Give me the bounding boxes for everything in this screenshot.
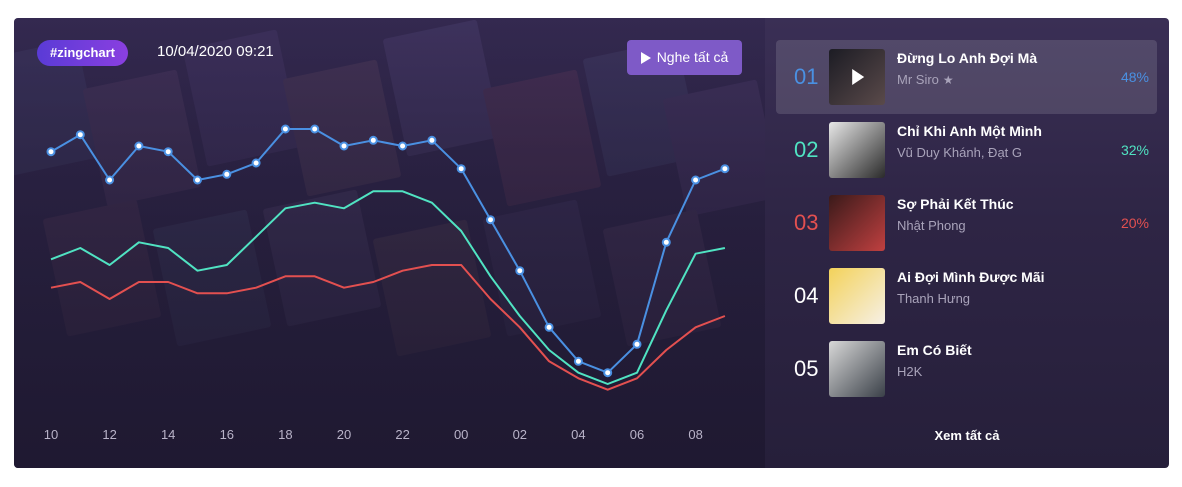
song-thumbnail[interactable]	[829, 122, 885, 178]
data-point[interactable]	[603, 368, 613, 378]
x-tick-label: 06	[630, 427, 644, 442]
song-row[interactable]: 03 Sợ Phải Kết Thúc Nhật Phong 20%	[776, 186, 1157, 260]
song-row[interactable]: 02 Chỉ Khi Anh Một Mình Vũ Duy Khánh, Đạt …	[776, 113, 1157, 187]
song-title[interactable]: Chỉ Khi Anh Một Mình	[897, 123, 1042, 139]
play-icon[interactable]	[852, 69, 865, 85]
chart-panel: #zingchart 10/04/2020 09:21 Nghe tất cả …	[14, 18, 765, 468]
data-point[interactable]	[368, 135, 378, 145]
chart-datetime: 10/04/2020 09:21	[157, 43, 274, 60]
artist-name[interactable]: H2K	[897, 364, 923, 379]
data-point[interactable]	[163, 147, 173, 157]
data-point[interactable]	[105, 175, 115, 185]
song-row[interactable]: 04 Ai Đợi Mình Được Mãi Thanh Hưng	[776, 259, 1157, 333]
song-row[interactable]: 05 Em Có Biết H2K	[776, 332, 1157, 406]
song-title[interactable]: Đừng Lo Anh Đợi Mà	[897, 50, 1038, 66]
x-tick-label: 22	[395, 427, 409, 442]
series-line-1	[50, 128, 726, 374]
song-thumbnail[interactable]	[829, 195, 885, 251]
data-point[interactable]	[427, 135, 437, 145]
song-row[interactable]: 01 Đừng Lo Anh Đợi Mà Mr Siro ★ 48%	[776, 40, 1157, 114]
song-thumbnail[interactable]	[829, 49, 885, 105]
x-tick-label: 08	[688, 427, 702, 442]
artist-name[interactable]: Mr Siro	[897, 72, 939, 87]
data-point[interactable]	[222, 169, 232, 179]
x-tick-label: 14	[161, 427, 175, 442]
song-thumbnail[interactable]	[829, 268, 885, 324]
series-line-3	[50, 264, 726, 391]
song-percent: 32%	[1120, 142, 1149, 158]
x-tick-label: 10	[44, 427, 58, 442]
play-icon	[640, 51, 651, 64]
zingchart-widget: #zingchart 10/04/2020 09:21 Nghe tất cả …	[14, 18, 1169, 468]
zingchart-badge[interactable]: #zingchart	[37, 40, 129, 66]
data-point[interactable]	[456, 164, 466, 174]
data-point[interactable]	[573, 356, 583, 366]
x-tick-label: 04	[571, 427, 585, 442]
song-thumbnail[interactable]	[829, 341, 885, 397]
line-chart: 10 12 14 16 18 20 22 00 02 04 06 08	[44, 124, 730, 442]
data-point[interactable]	[193, 175, 202, 185]
star-icon: ★	[942, 72, 954, 87]
song-title[interactable]: Ai Đợi Mình Được Mãi	[897, 269, 1045, 285]
data-point[interactable]	[544, 322, 554, 332]
song-rank: 05	[794, 356, 819, 381]
play-all-button[interactable]: Nghe tất cả	[627, 40, 742, 75]
top-songs-list: Xem tất cả 01 Đừng Lo Anh Đợi Mà Mr Siro ★ 4…	[765, 18, 1169, 468]
data-point[interactable]	[251, 158, 261, 168]
data-point[interactable]	[691, 175, 701, 185]
song-rank: 04	[794, 283, 819, 308]
data-point[interactable]	[632, 339, 642, 349]
x-tick-label: 00	[454, 427, 468, 442]
song-artist[interactable]: Mr Siro ★	[897, 72, 954, 87]
song-rank: 03	[794, 210, 819, 235]
x-tick-label: 12	[102, 427, 116, 442]
artist-name[interactable]: Thanh Hưng	[897, 291, 971, 306]
data-point[interactable]	[720, 164, 730, 174]
song-artist[interactable]: Nhật Phong	[897, 218, 966, 233]
data-point[interactable]	[280, 124, 290, 134]
see-all-link[interactable]: Xem tất cả	[934, 428, 1000, 443]
song-rank: 01	[794, 64, 819, 89]
song-artist[interactable]: Vũ Duy Khánh, Đạt G	[897, 145, 1022, 160]
data-point[interactable]	[310, 124, 320, 134]
x-tick-label: 20	[337, 427, 351, 442]
data-point[interactable]	[661, 237, 671, 247]
song-artist[interactable]: H2K	[897, 364, 922, 379]
series-line-2	[50, 190, 726, 385]
data-point[interactable]	[46, 147, 56, 157]
data-point[interactable]	[486, 215, 495, 225]
data-point[interactable]	[515, 266, 525, 276]
data-point[interactable]	[75, 130, 85, 140]
play-all-label: Nghe tất cả	[656, 49, 729, 65]
data-point[interactable]	[339, 141, 349, 151]
x-tick-label: 16	[220, 427, 234, 442]
artist-name[interactable]: Vũ Duy Khánh, Đạt G	[897, 145, 1023, 160]
song-artist[interactable]: Thanh Hưng	[897, 291, 970, 306]
song-rank: 02	[794, 137, 819, 162]
data-point[interactable]	[134, 141, 144, 151]
song-percent: 48%	[1120, 69, 1149, 85]
artist-name[interactable]: Nhật Phong	[897, 218, 966, 233]
x-tick-label: 18	[278, 427, 292, 442]
song-title[interactable]: Em Có Biết	[897, 342, 972, 358]
data-point[interactable]	[398, 141, 408, 151]
song-title[interactable]: Sợ Phải Kết Thúc	[897, 196, 1014, 212]
song-percent: 20%	[1120, 215, 1149, 231]
x-tick-label: 02	[513, 427, 527, 442]
